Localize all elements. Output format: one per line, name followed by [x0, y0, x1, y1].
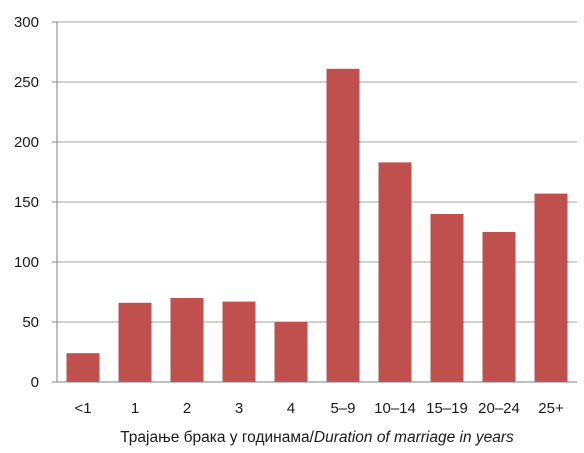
x-axis-label-main: Трајање брака у годинама [120, 429, 310, 446]
bars [66, 68, 568, 383]
y-tick-label: 200 [14, 134, 39, 151]
x-tick-label: 3 [235, 400, 243, 417]
x-axis-label: Трајање брака у годинама/Duration of mar… [120, 429, 514, 446]
bar [378, 162, 412, 382]
x-tick-labels: <1 1 2 3 4 5–9 10–14 15–19 20–24 25+ [74, 400, 564, 417]
x-tick-label: 2 [183, 400, 191, 417]
bar [118, 302, 152, 382]
x-tick-label: 15–19 [426, 400, 468, 417]
y-tick-labels: 0 50 100 150 200 250 300 [14, 14, 39, 391]
bar [430, 214, 464, 382]
bar [534, 193, 568, 382]
bar [66, 353, 100, 382]
bar [170, 298, 204, 382]
y-tick-label: 50 [22, 314, 39, 331]
axes [56, 22, 577, 383]
x-tick-label: <1 [74, 400, 91, 417]
bar [326, 68, 360, 383]
y-tick-label: 150 [14, 194, 39, 211]
x-axis-label-separator: / [310, 429, 315, 446]
y-tick-label: 0 [31, 374, 39, 391]
bar [482, 232, 516, 382]
x-tick-label: 25+ [538, 400, 564, 417]
x-tick-label: 20–24 [478, 400, 520, 417]
x-tick-label: 5–9 [330, 400, 355, 417]
y-tick-label: 300 [14, 14, 39, 31]
bar [274, 322, 308, 382]
y-tick-label: 250 [14, 74, 39, 91]
y-tick-label: 100 [14, 254, 39, 271]
bar [222, 301, 256, 382]
x-tick-label: 4 [287, 400, 295, 417]
x-tick-label: 10–14 [374, 400, 416, 417]
x-tick-label: 1 [131, 400, 139, 417]
x-axis-label-translation: Duration of marriage in years [314, 429, 514, 446]
